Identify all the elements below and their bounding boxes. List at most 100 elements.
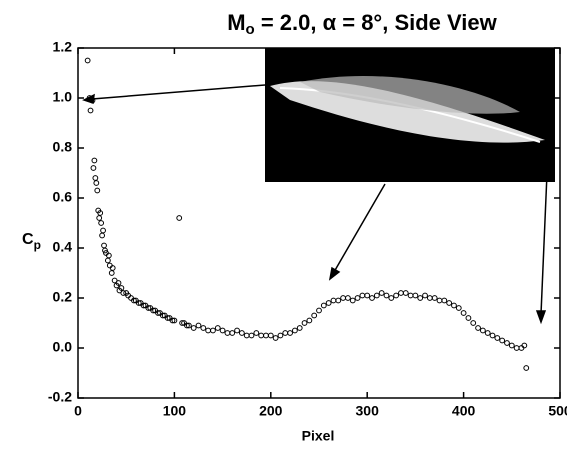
data-point	[155, 310, 161, 316]
data-point	[316, 307, 322, 314]
data-point	[185, 322, 192, 329]
data-point	[253, 330, 260, 336]
data-point	[263, 332, 269, 339]
y-tick-label: 0.4	[53, 239, 73, 255]
data-point	[267, 332, 274, 339]
data-point	[219, 327, 226, 334]
data-point	[499, 337, 506, 344]
inset-image	[265, 48, 555, 182]
title-rest: = 2.0, α = 8°, Side View	[255, 10, 498, 35]
x-axis-label: Pixel	[302, 428, 335, 444]
data-point	[90, 165, 97, 171]
data-point	[441, 297, 448, 304]
data-point	[364, 292, 371, 299]
data-point	[84, 57, 91, 64]
data-point	[91, 157, 98, 164]
data-point	[306, 317, 313, 324]
data-point	[94, 187, 101, 194]
data-point	[282, 330, 289, 336]
title-main: M	[227, 10, 245, 35]
title-subscript: o	[246, 21, 255, 38]
y-tick-label: 0.8	[53, 139, 73, 155]
x-tick-label: 0	[74, 403, 82, 419]
data-point	[296, 325, 303, 331]
x-tick-label: 100	[163, 403, 187, 419]
data-point	[277, 332, 284, 339]
data-point	[335, 297, 342, 304]
data-point	[455, 305, 462, 311]
data-point	[287, 330, 293, 336]
data-point	[105, 252, 112, 259]
data-point	[195, 322, 202, 329]
data-point	[460, 310, 467, 316]
data-point	[369, 295, 375, 301]
y-axis-label: Cp	[22, 231, 41, 252]
data-point	[140, 302, 147, 309]
y-tick-label: 0.6	[53, 189, 73, 205]
data-point	[465, 315, 472, 321]
data-point	[446, 300, 453, 306]
data-point	[354, 295, 361, 301]
data-point	[388, 295, 395, 301]
data-point	[398, 290, 404, 296]
chart-title: Mo = 2.0, α = 8°, Side View	[227, 10, 497, 38]
data-point	[100, 227, 106, 234]
data-point	[523, 365, 530, 371]
x-tick-label: 300	[356, 403, 380, 419]
data-point	[272, 335, 279, 341]
data-point	[431, 295, 438, 301]
data-point	[417, 295, 424, 301]
data-point	[108, 270, 115, 276]
data-point	[258, 332, 265, 339]
data-point	[120, 290, 127, 296]
data-point	[311, 312, 318, 319]
data-point	[489, 332, 496, 339]
data-point	[521, 342, 528, 349]
data-point	[479, 327, 486, 334]
data-point	[504, 340, 510, 346]
x-tick-label: 500	[548, 403, 567, 419]
data-point	[96, 215, 103, 221]
data-point	[101, 242, 107, 249]
data-point	[320, 302, 327, 309]
y-tick-label: 0.2	[53, 289, 73, 305]
data-point	[451, 302, 457, 309]
data-point	[378, 290, 385, 296]
data-point	[171, 317, 178, 324]
data-point	[484, 330, 491, 336]
data-point	[135, 300, 142, 306]
data-point	[494, 335, 501, 341]
data-point	[475, 325, 481, 331]
data-point	[169, 317, 176, 324]
data-point	[407, 292, 414, 299]
data-point	[93, 180, 100, 186]
data-point	[89, 97, 96, 104]
data-point	[97, 210, 104, 216]
data-point	[436, 297, 443, 304]
data-point	[238, 330, 245, 336]
data-point	[214, 325, 221, 331]
data-point	[292, 327, 298, 334]
data-point	[301, 320, 308, 326]
data-point	[115, 280, 122, 286]
plot-frame	[77, 47, 561, 399]
x-tick-label: 400	[452, 403, 476, 419]
x-tick-label: 200	[259, 403, 283, 419]
data-point	[229, 330, 236, 336]
data-point	[359, 292, 366, 299]
data-point	[426, 295, 433, 301]
data-point	[145, 305, 152, 311]
data-point	[87, 107, 94, 114]
data-point	[176, 215, 183, 221]
data-point	[164, 315, 171, 321]
data-point	[99, 232, 105, 239]
y-tick-label: -0.2	[48, 389, 72, 405]
data-point	[190, 325, 197, 331]
data-point	[470, 320, 477, 326]
data-point	[383, 292, 390, 299]
data-point	[159, 312, 166, 319]
y-tick-label: 1.2	[53, 39, 73, 55]
data-point	[179, 320, 186, 326]
y-tick-label: 0.0	[53, 339, 73, 355]
